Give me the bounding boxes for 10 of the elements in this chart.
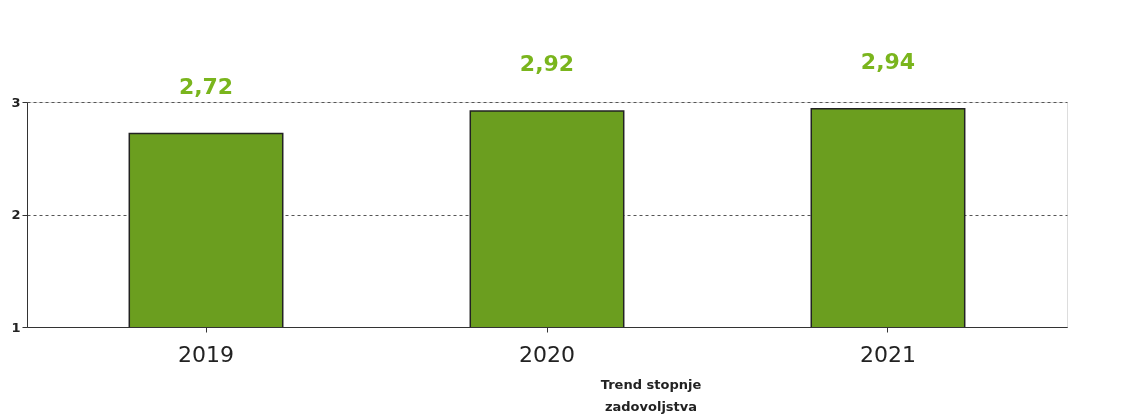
text: Trend stopnje zadovoljstva bbox=[600, 377, 702, 414]
data-label: 2,94 bbox=[860, 48, 916, 74]
y-tick-label: 2 bbox=[11, 207, 21, 222]
data-label: 2,92 bbox=[519, 51, 575, 76]
y-tick-label: 1 bbox=[11, 319, 21, 335]
x-tick-label: 2019 bbox=[178, 341, 235, 367]
x-tick-label: 2020 bbox=[519, 341, 575, 367]
y-tick-label: 3 bbox=[11, 94, 21, 110]
x-tick-label: 2021 bbox=[859, 341, 916, 367]
data-label: 2,72 bbox=[178, 73, 234, 99]
